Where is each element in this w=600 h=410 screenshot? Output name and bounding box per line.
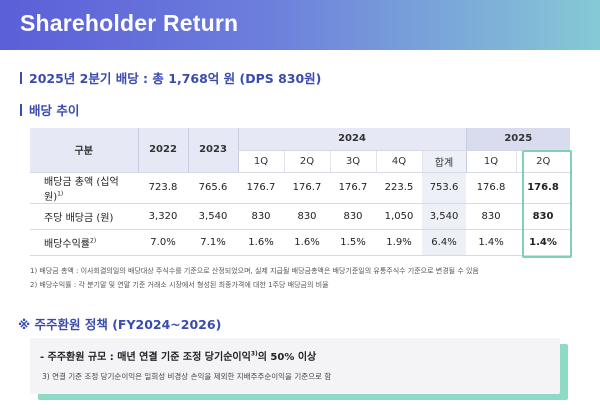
policy-scale-text: - 주주환원 규모 : 매년 연결 기준 조정 당기순이익3)의 50% 이상 [40,350,317,363]
col-header-2024-3q: 3Q [329,150,376,173]
row-label: 주당 배당금 (원) [30,203,138,230]
row-label: 배당수익률2) [30,229,138,256]
table-cell: 176.8 [516,172,571,204]
col-header-2025-2q: 2Q [515,150,571,173]
table-cell: 830 [466,203,517,230]
table-cell: 1.4% [516,229,571,256]
table-cell: 176.7 [330,172,376,204]
policy-card: - 주주환원 규모 : 매년 연결 기준 조정 당기순이익3)의 50% 이상 … [30,338,560,394]
col-header-label: 구분 [30,128,138,173]
table-cell: 176.7 [238,172,284,204]
col-header-2024-4q: 4Q [375,150,422,173]
col-header-2024-2q: 2Q [283,150,330,173]
col-header-2024-1q: 1Q [237,150,284,173]
page-title: Shareholder Return [20,10,239,36]
table-row: 배당금 총액 (십억 원)1) 723.8 765.6 176.7 176.7 … [30,172,571,204]
policy-title: ※ 주주환원 정책 (FY2024~2026) [18,317,222,332]
table-cell: 1.6% [238,229,284,256]
table-cell: 1.9% [376,229,422,256]
table-cell: 830 [330,203,376,230]
col-group-2024: 2024 [237,128,467,151]
dividend-summary-text: 2025년 2분기 배당 : 총 1,768억 원 (DPS 830원) [29,71,322,86]
table-cell: 1,050 [376,203,422,230]
table-cell: 7.0% [138,229,188,256]
dividend-table: 구분 2022 2023 2024 2025 1Q 2Q 3Q 4Q 합계 1Q… [30,128,571,256]
footnote-2: 2) 배당수익률 : 각 분기말 및 연말 기준 거래소 시장에서 형성된 최종… [30,281,329,289]
table-cell: 3,320 [138,203,188,230]
table-cell: 176.8 [466,172,517,204]
table-cell: 1.4% [466,229,517,256]
table-cell: 830 [516,203,571,230]
header-banner: Shareholder Return [0,0,600,50]
table-cell: 6.4% [422,229,467,256]
table-cell: 3,540 [188,203,238,230]
table-cell: 830 [238,203,284,230]
table-cell: 223.5 [376,172,422,204]
table-cell: 7.1% [188,229,238,256]
col-header-2023: 2023 [187,128,238,173]
heading-bar [20,103,22,116]
table-cell: 753.6 [422,172,467,204]
row-label: 배당금 총액 (십억 원)1) [30,172,138,204]
policy-footnote: 3) 연결 기준 조정 당기순이익은 일회성 비경상 손익을 제외한 지배주주순… [42,372,332,381]
table-cell: 1.6% [284,229,330,256]
table-cell: 1.5% [330,229,376,256]
dividend-trend-text: 배당 추이 [29,103,80,118]
table-cell: 723.8 [138,172,188,204]
col-header-2025-1q: 1Q [465,150,517,173]
dividend-trend-heading: 배당 추이 [20,100,79,119]
col-header-2024-total: 합계 [421,150,467,173]
heading-bar [20,71,22,84]
footnote-1: 1) 배당금 총액 : 이사회결의일의 배당대상 주식수를 기준으로 산정되었으… [30,267,479,275]
table-cell: 3,540 [422,203,467,230]
table-cell: 830 [284,203,330,230]
col-header-2022: 2022 [137,128,188,173]
table-cell: 765.6 [188,172,238,204]
table-row: 배당수익률2) 7.0% 7.1% 1.6% 1.6% 1.5% 1.9% 6.… [30,229,571,256]
table-cell: 176.7 [284,172,330,204]
table-row: 주당 배당금 (원) 3,320 3,540 830 830 830 1,050… [30,203,571,230]
col-group-2025: 2025 [465,128,571,151]
dividend-summary-heading: 2025년 2분기 배당 : 총 1,768억 원 (DPS 830원) [20,68,321,87]
